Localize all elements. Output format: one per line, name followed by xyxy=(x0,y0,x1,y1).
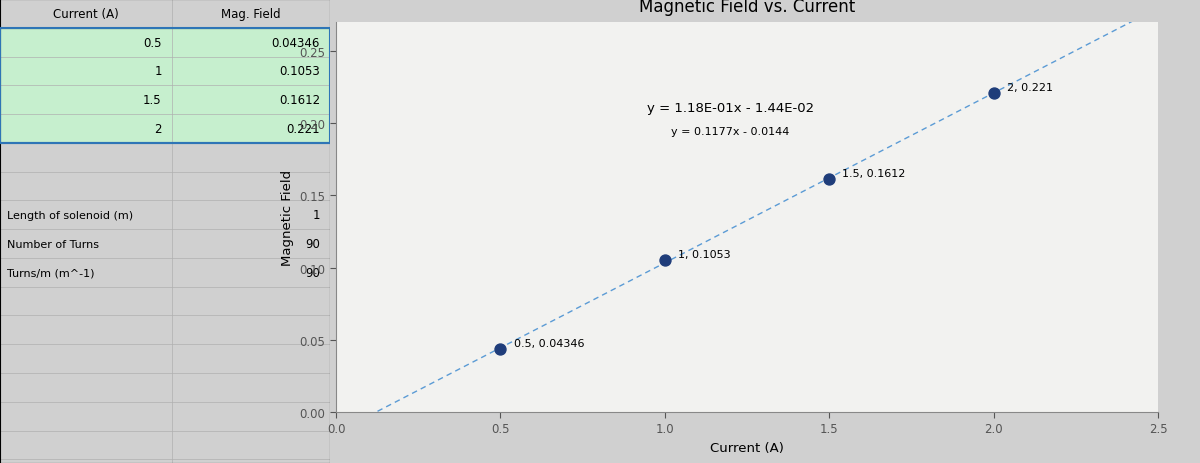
Title: Magnetic Field vs. Current: Magnetic Field vs. Current xyxy=(638,0,856,16)
Text: Mag. Field: Mag. Field xyxy=(221,8,281,21)
Text: 2: 2 xyxy=(154,123,162,136)
Text: 0.1612: 0.1612 xyxy=(278,94,320,107)
Text: 0.1053: 0.1053 xyxy=(280,65,320,78)
Point xyxy=(984,90,1003,97)
Y-axis label: Magnetic Field: Magnetic Field xyxy=(281,169,294,266)
Text: 1.5: 1.5 xyxy=(143,94,162,107)
Text: 0.5: 0.5 xyxy=(143,37,162,50)
Point xyxy=(820,176,839,183)
Text: Number of Turns: Number of Turns xyxy=(7,239,98,249)
X-axis label: Current (A): Current (A) xyxy=(710,441,784,454)
Text: y = 1.18E-01x - 1.44E-02: y = 1.18E-01x - 1.44E-02 xyxy=(647,102,814,115)
Text: 1: 1 xyxy=(154,65,162,78)
Text: 1.5, 0.1612: 1.5, 0.1612 xyxy=(842,169,906,179)
Text: y = 0.1177x - 0.0144: y = 0.1177x - 0.0144 xyxy=(671,127,790,137)
Text: 1: 1 xyxy=(312,209,320,222)
Text: Turns/m (m^-1): Turns/m (m^-1) xyxy=(7,268,94,278)
Point xyxy=(655,257,674,264)
Bar xyxy=(0,29,330,144)
Text: 0.221: 0.221 xyxy=(287,123,320,136)
Text: 90: 90 xyxy=(305,238,320,250)
Text: 1, 0.1053: 1, 0.1053 xyxy=(678,250,731,260)
Text: 2, 0.221: 2, 0.221 xyxy=(1007,83,1052,93)
Text: 90: 90 xyxy=(305,266,320,279)
Text: 0.5, 0.04346: 0.5, 0.04346 xyxy=(514,339,584,349)
Text: 0.04346: 0.04346 xyxy=(271,37,320,50)
Point xyxy=(491,346,510,353)
Text: Current (A): Current (A) xyxy=(53,8,119,21)
Text: Length of solenoid (m): Length of solenoid (m) xyxy=(7,210,133,220)
